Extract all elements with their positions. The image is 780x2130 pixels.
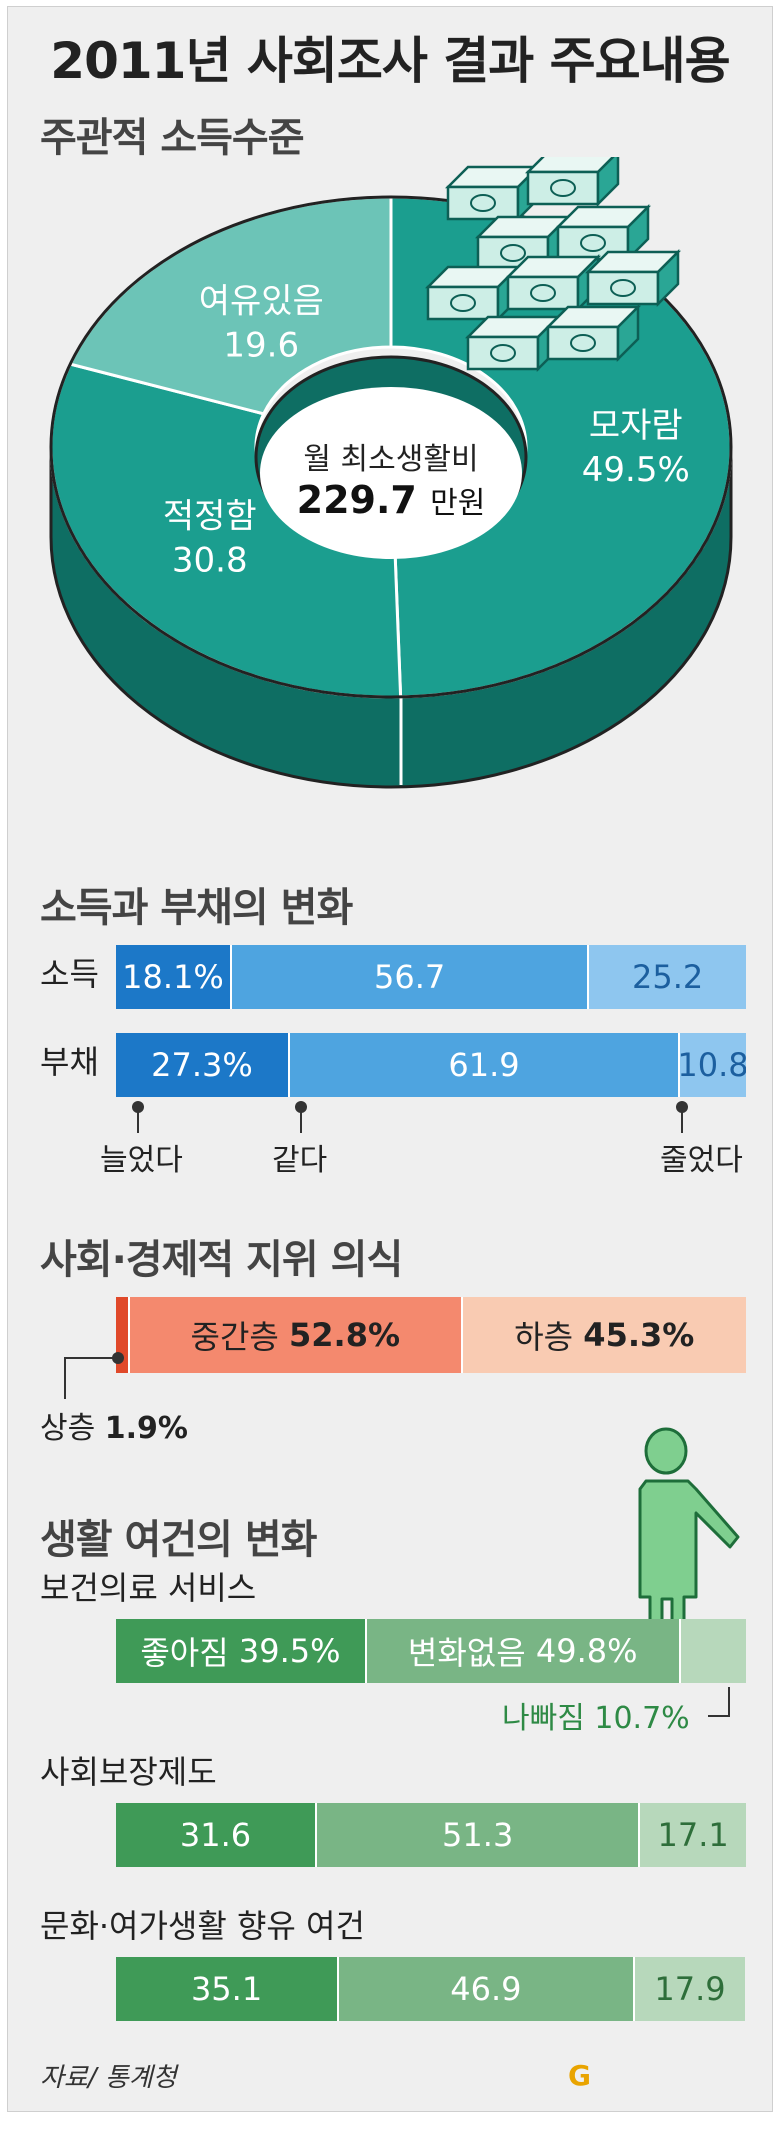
upper-callout-hline: [64, 1357, 118, 1359]
status-middle-segment: 중간층 52.8%: [127, 1297, 461, 1373]
social-security-same-segment: 51.3: [315, 1803, 639, 1867]
legend-decreased: 줄었다: [660, 1143, 743, 1178]
culture-leisure-bar: 35.1 46.9 17.9: [116, 1957, 746, 2021]
income-same-segment: 56.7: [230, 945, 588, 1009]
legend-increased: 늘었다: [100, 1143, 183, 1178]
debt-increased-segment: 27.3%: [116, 1033, 288, 1097]
health-worse-label: 나빠짐: [502, 1701, 585, 1736]
row-label-health: 보건의료 서비스: [40, 1569, 257, 1607]
money-bundle-icon: [424, 263, 522, 323]
money-bundle-icon: [584, 248, 682, 308]
marker-line-increased: [137, 1107, 139, 1133]
label-sufficient-value: 19.6: [223, 326, 299, 366]
status-lower-label: 하층: [514, 1318, 574, 1356]
section-title-income-level: 주관적 소득수준: [40, 115, 305, 161]
health-bar: 좋아짐 39.5% 변화없음 49.8%: [116, 1619, 746, 1683]
status-upper-callout: 상층 1.9%: [40, 1403, 188, 1447]
status-upper-segment: [116, 1297, 128, 1373]
money-bundle-icon: [444, 163, 542, 223]
social-security-worse-segment: 17.1: [638, 1803, 746, 1867]
label-sufficient-name: 여유있음: [199, 282, 324, 322]
health-better-label: 좋아짐: [140, 1634, 229, 1672]
culture-better-segment: 35.1: [116, 1957, 338, 2021]
row-label-debt: 부채: [40, 1043, 99, 1081]
debt-decreased-segment: 10.8: [677, 1033, 746, 1097]
income-increased-segment: 18.1%: [116, 945, 231, 1009]
row-label-social-security: 사회보장제도: [40, 1753, 217, 1791]
worse-callout-line: [728, 1687, 730, 1717]
label-adequate-value: 30.8: [172, 540, 248, 580]
center-label: 월 최소생활비: [303, 442, 478, 477]
money-bundle-icon: [524, 157, 620, 208]
center-value: 229.7 만원: [297, 478, 486, 522]
money-bundle-icon: [544, 303, 642, 363]
money-bundle-icon: [464, 313, 562, 373]
status-middle-value: 52.8%: [289, 1316, 401, 1354]
publisher-logo-icon: G: [568, 2059, 591, 2092]
health-same-label: 변화없음: [407, 1634, 526, 1672]
status-upper-value: 1.9%: [104, 1411, 188, 1446]
status-upper-label: 상층: [40, 1411, 96, 1446]
health-same-segment: 변화없음 49.8%: [364, 1619, 679, 1683]
section-title-income-debt: 소득과 부채의 변화: [40, 885, 353, 931]
social-security-better-segment: 31.6: [116, 1803, 316, 1867]
health-worse-callout: 나빠짐 10.7%: [502, 1693, 690, 1737]
status-middle-label: 중간층: [190, 1318, 279, 1356]
source-note: 자료/ 통계청: [40, 2063, 177, 2093]
infographic: 2011년 사회조사 결과 주요내용 주관적 소득수준 모자람 49.5% 적정함 3…: [7, 6, 773, 2112]
label-insufficient-name: 모자람: [589, 406, 683, 446]
health-same-value: 49.8%: [535, 1632, 638, 1670]
legend-same: 같다: [272, 1143, 328, 1178]
label-insufficient-value: 49.5%: [582, 450, 690, 490]
section-title-living-conditions: 생활 여건의 변화: [40, 1517, 317, 1563]
marker-line-decreased: [681, 1107, 683, 1133]
label-adequate-name: 적정함: [163, 496, 257, 536]
income-bar: 18.1% 56.7 25.2: [116, 945, 746, 1009]
status-bar: 중간층 52.8% 하층 45.3%: [116, 1297, 746, 1373]
social-security-bar: 31.6 51.3 17.1: [116, 1803, 746, 1867]
upper-callout-dot: [112, 1352, 124, 1364]
status-lower-value: 45.3%: [583, 1316, 695, 1354]
money-stack-icon: [424, 157, 682, 373]
row-label-culture-leisure: 문화·여가생활 향유 여건: [40, 1907, 365, 1945]
row-label-income: 소득: [40, 955, 99, 993]
marker-line-same: [300, 1107, 302, 1133]
donut-outline: [49, 195, 733, 699]
person-icon: [638, 1427, 740, 1669]
health-better-segment: 좋아짐 39.5%: [116, 1619, 365, 1683]
debt-bar: 27.3% 61.9 10.8: [116, 1033, 746, 1097]
status-lower-segment: 하층 45.3%: [460, 1297, 746, 1373]
health-better-value: 39.5%: [238, 1632, 341, 1670]
health-worse-value: 10.7%: [594, 1701, 690, 1736]
money-bundle-icon: [504, 253, 602, 313]
debt-same-segment: 61.9: [287, 1033, 678, 1097]
income-decreased-segment: 25.2: [587, 945, 746, 1009]
donut-center: [260, 387, 522, 559]
upper-callout-line: [64, 1357, 66, 1399]
worse-callout-hline: [708, 1715, 730, 1717]
center-unit: 만원: [430, 486, 485, 521]
section-title-social-status: 사회·경제적 지위 의식: [40, 1237, 403, 1283]
culture-same-segment: 46.9: [337, 1957, 633, 2021]
page-title: 2011년 사회조사 결과 주요내용: [50, 32, 730, 90]
health-worse-segment: [678, 1619, 746, 1683]
culture-worse-segment: 17.9: [632, 1957, 746, 2021]
